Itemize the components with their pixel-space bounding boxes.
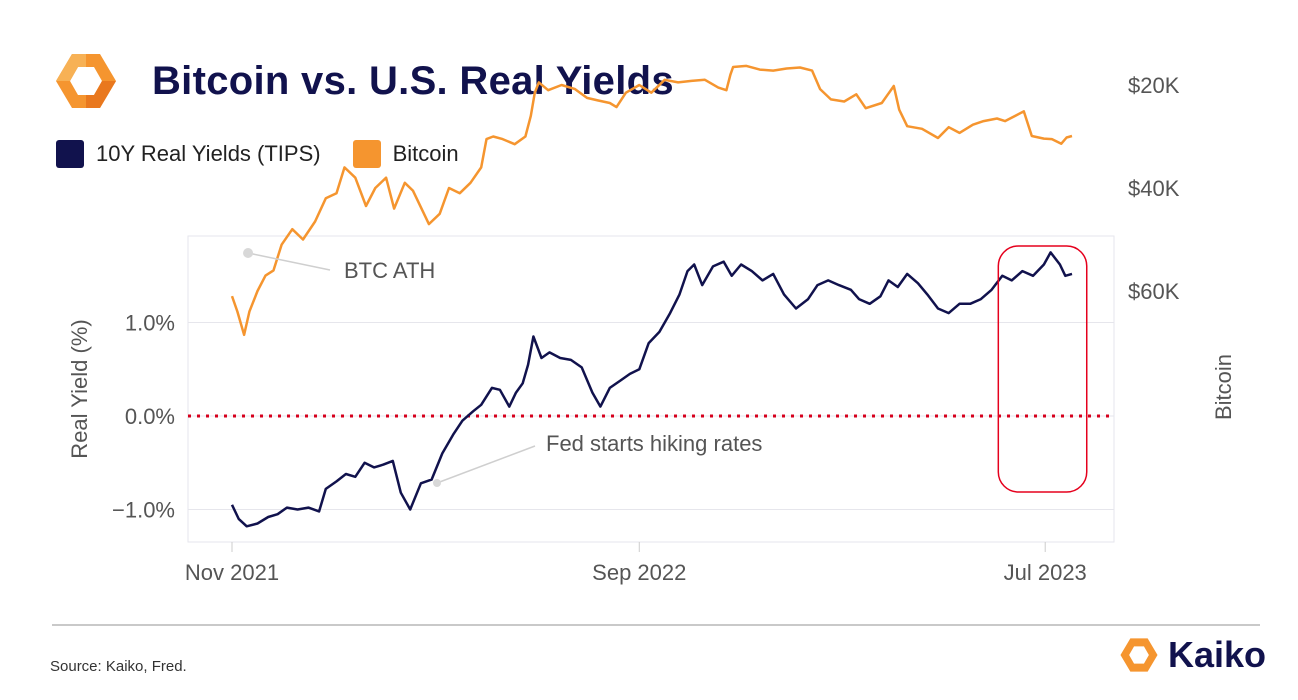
highlight-box	[997, 245, 1088, 493]
source-note: Source: Kaiko, Fred.	[50, 658, 187, 675]
y-tick-label-left: 1.0%	[125, 311, 175, 336]
kaiko-mark-icon	[1120, 638, 1158, 672]
x-tick-label: Nov 2021	[185, 560, 279, 585]
y-axis-label-left: Real Yield (%)	[67, 319, 92, 458]
y-axis-left: 1.0% 0.0% −1.0%	[112, 311, 175, 523]
y-tick-label-left: −1.0%	[112, 498, 175, 523]
legend-item-bitcoin[interactable]: Bitcoin	[352, 140, 459, 168]
y-tick-label-right: $40K	[1128, 176, 1180, 201]
annotation-marker	[243, 248, 254, 258]
x-axis: Nov 2021 Sep 2022 Jul 2023	[185, 542, 1087, 585]
x-tick-label: Sep 2022	[592, 560, 686, 585]
plot-border	[187, 235, 1115, 543]
y-tick-label-right: $20K	[1128, 73, 1180, 98]
legend-swatch-bitcoin	[352, 140, 381, 168]
page-title: Bitcoin vs. U.S. Real Yields	[152, 58, 674, 103]
legend-label-bitcoin: Bitcoin	[392, 141, 459, 166]
annotation-leader	[247, 252, 331, 271]
annotation-fed-hikes: Fed starts hiking rates	[546, 431, 762, 456]
y-tick-label-left: 0.0%	[125, 404, 175, 429]
y-axis-label-right: Bitcoin	[1211, 354, 1236, 420]
legend-label-yield: 10Y Real Yields (TIPS)	[96, 141, 321, 166]
annotation-btc-ath: BTC ATH	[344, 258, 435, 283]
kaiko-logo-icon	[56, 54, 116, 108]
series-line-bitcoin[interactable]	[230, 64, 1073, 337]
footer-divider	[52, 624, 1260, 626]
series-line-real-yield[interactable]	[230, 251, 1073, 528]
gridlines	[188, 322, 1114, 510]
x-tick-label: Jul 2023	[1004, 560, 1087, 585]
y-tick-label-right: $60K	[1128, 279, 1180, 304]
annotation-leader	[436, 445, 536, 484]
annotations: BTC ATH Fed starts hiking rates	[243, 248, 762, 487]
legend-swatch-yield	[56, 140, 84, 168]
chart-header: Bitcoin vs. U.S. Real Yields	[52, 50, 674, 112]
brand-name: Kaiko	[1168, 634, 1267, 675]
chart-legend: 10Y Real Yields (TIPS) Bitcoin	[56, 140, 491, 168]
annotation-marker	[433, 479, 441, 487]
y-axis-right: $60K $40K $20K	[1128, 73, 1180, 304]
brand-logo: Kaiko	[1118, 634, 1266, 676]
legend-item-yield[interactable]: 10Y Real Yields (TIPS)	[56, 140, 321, 168]
